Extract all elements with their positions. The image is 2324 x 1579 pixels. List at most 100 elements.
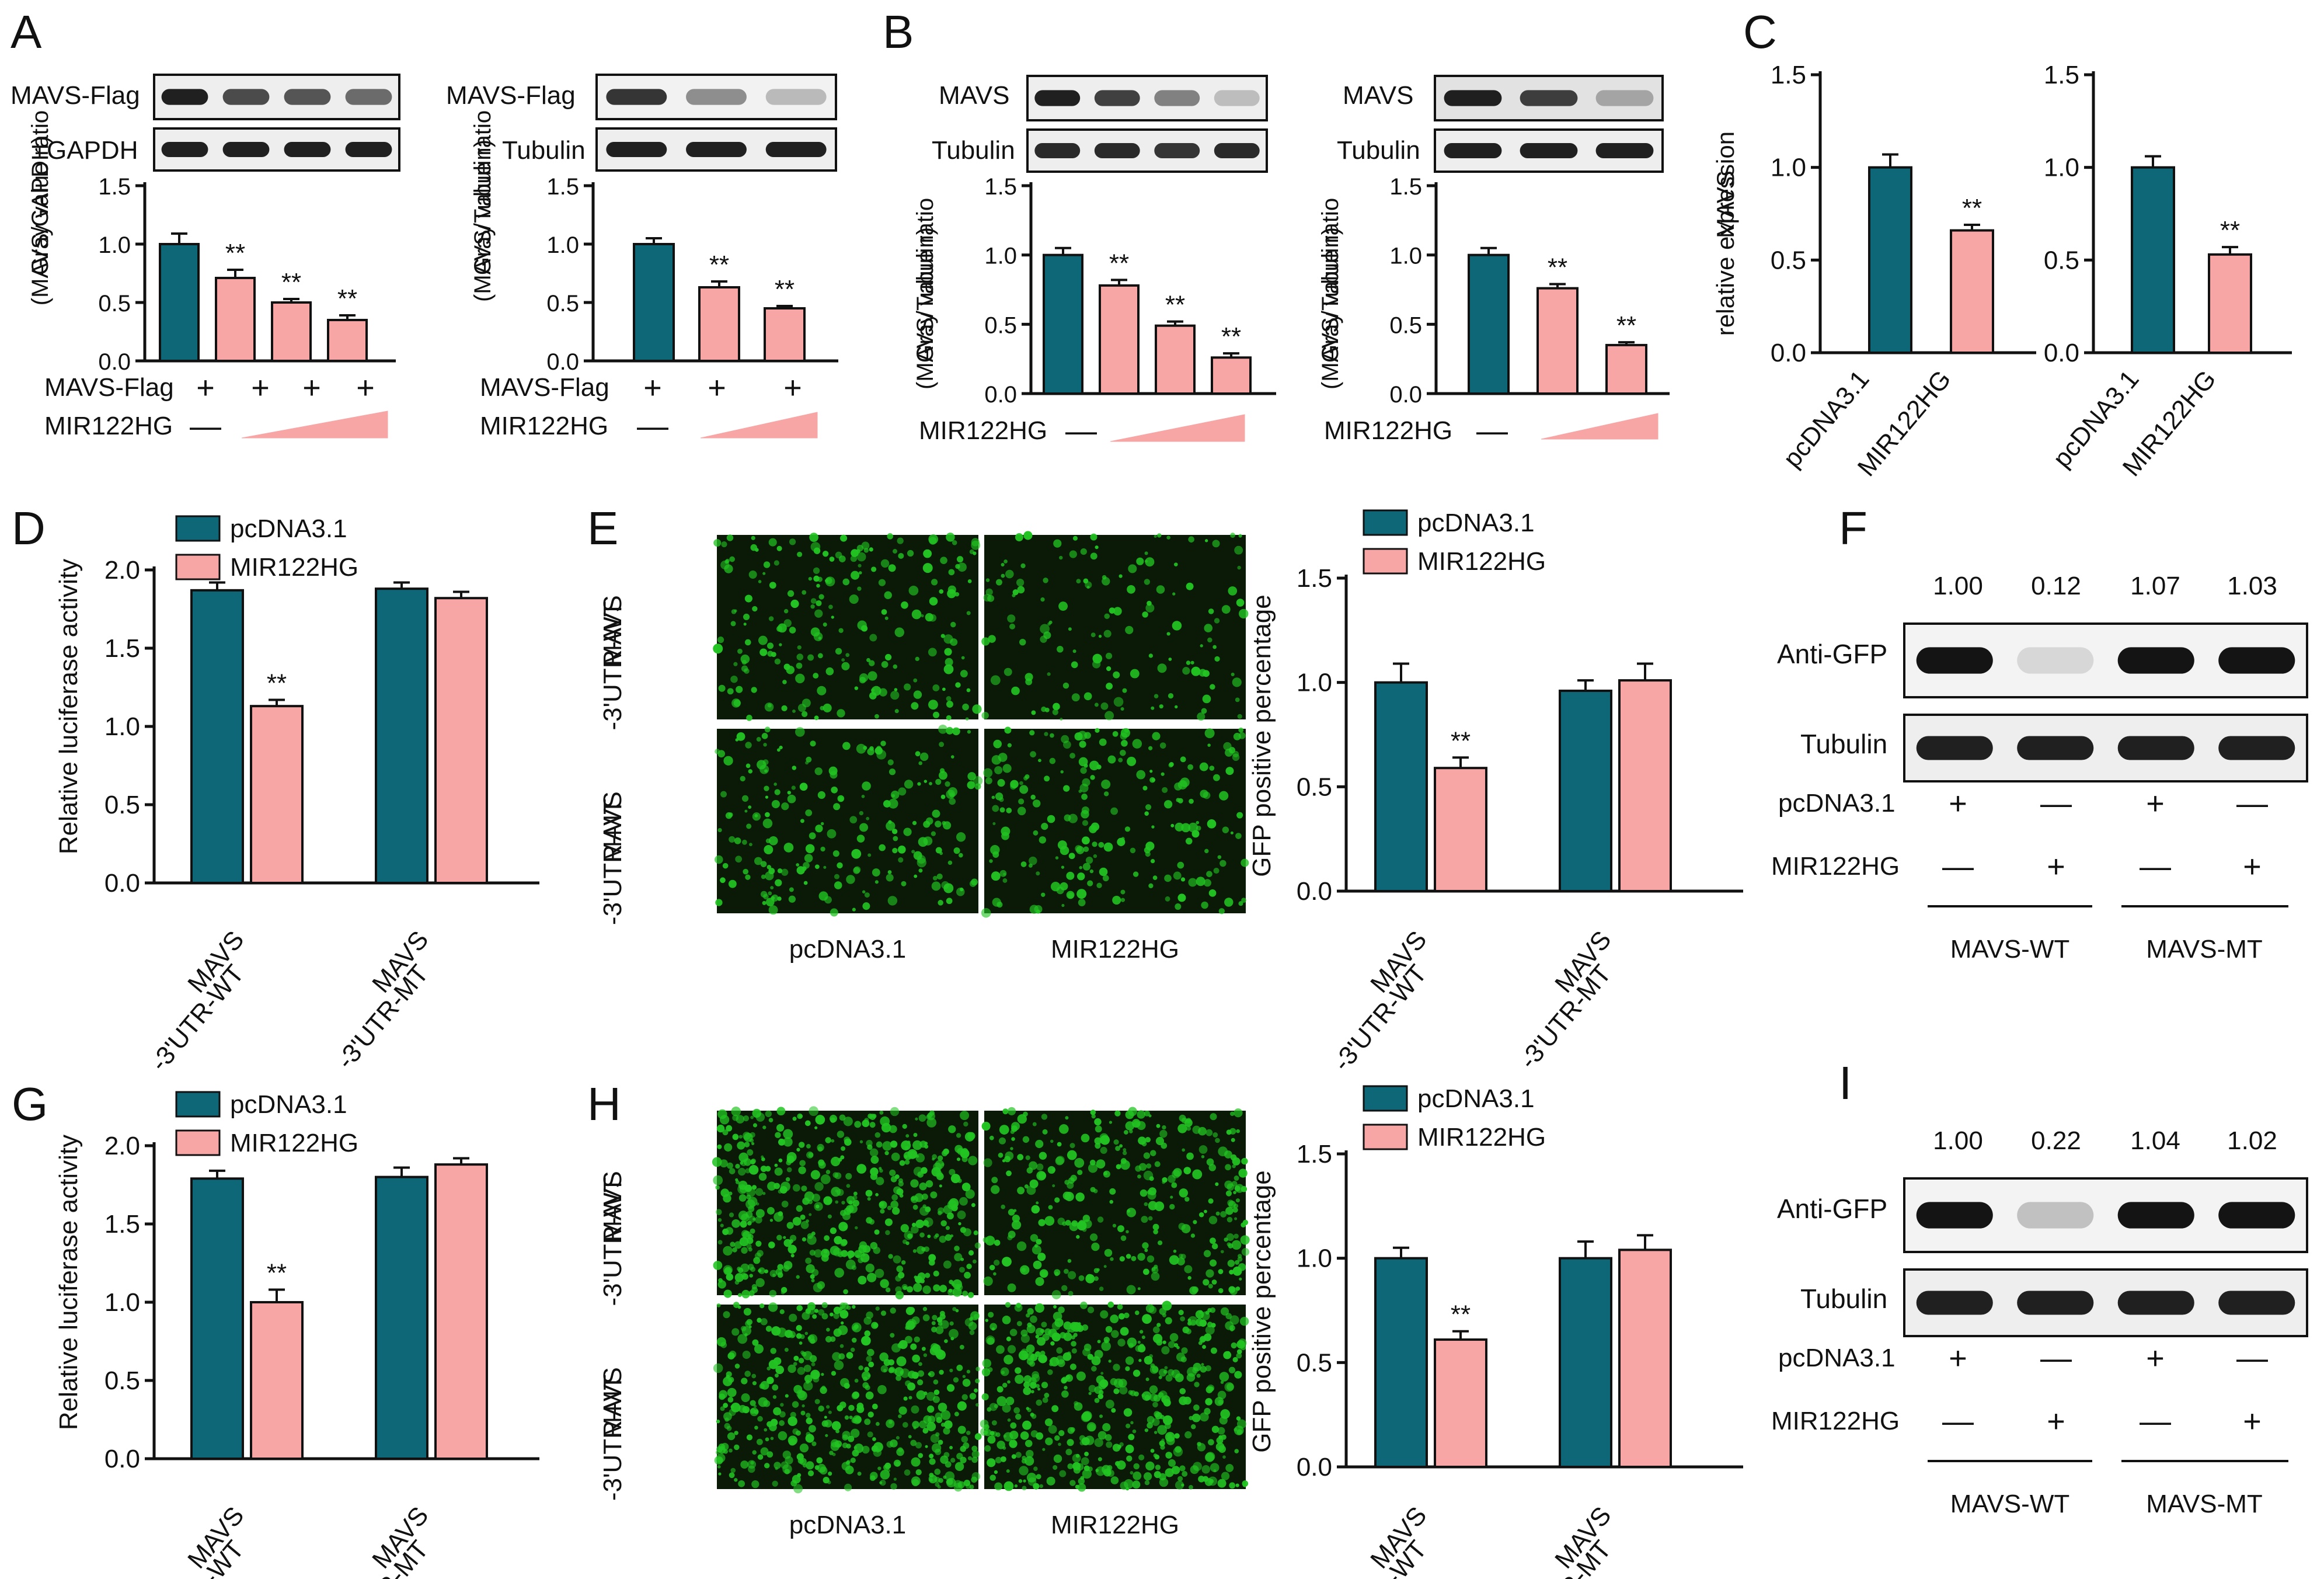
gfp-cell [936,1317,943,1323]
y-tick-label: 1.5 [104,634,140,663]
gfp-cell [902,1422,908,1428]
gfp-cell [1026,1449,1034,1458]
gfp-cell [946,533,955,542]
gfp-cell [751,1142,755,1146]
gfp-cell [818,594,824,600]
legend-swatch [175,515,221,542]
gfp-cell [1020,861,1027,867]
gfp-cell [787,791,791,795]
gfp-cell [713,1363,723,1373]
gfp-cell [1153,1334,1163,1344]
gfp-cell [765,871,774,881]
gfp-cell [737,1305,741,1309]
gfp-cell [1112,731,1119,737]
gfp-cell [859,823,868,832]
gfp-cell [1107,1301,1114,1308]
row-MIR122HG-mark: + [2243,1404,2262,1439]
gfp-cell [752,1123,758,1128]
gfp-cell [1238,901,1243,906]
gfp-cell [1023,531,1033,540]
gfp-cell [1099,1286,1104,1291]
gfp-cell [814,864,820,870]
blot-band [161,142,208,157]
gfp-cell [1072,649,1076,653]
gfp-cell [880,1479,886,1486]
gfp-cell [1025,1439,1033,1448]
gfp-cell [723,1311,730,1319]
gfp-cell [1225,1190,1232,1197]
gfp-cell [994,1470,998,1474]
gfp-cell [934,1477,940,1483]
gfp-cell [1014,1484,1018,1488]
band-label: Tubulin [932,136,1015,165]
gfp-cell [1076,579,1081,584]
gfp-cell [872,1437,876,1441]
row-MIR122HG-label: MIR122HG [1771,1407,1900,1435]
gfp-cell [1165,1317,1172,1324]
gfp-cell [821,1254,829,1262]
blot-band [2017,647,2094,674]
gfp-cell [1052,709,1058,715]
gfp-cell [1145,1461,1155,1471]
gfp-cell [751,687,757,693]
gfp-cell [984,1445,991,1452]
micro-tile-mt-pcdna [714,724,983,917]
gfp-cell [1040,624,1050,634]
gfp-cell [861,1335,871,1346]
gfp-cell [746,1434,753,1441]
gfp-cell [1047,622,1051,626]
gfp-cell [1130,847,1136,854]
gfp-cell [926,1114,931,1120]
gfp-cell [1132,1480,1141,1489]
gfp-cell [825,667,834,676]
gfp-cell [1025,673,1033,681]
gfp-cell [744,809,748,813]
gfp-cell [778,1211,783,1216]
gfp-cell [989,1323,997,1331]
gfp-cell [751,1284,757,1290]
gfp-cell [1027,1408,1032,1413]
gfp-cell [1170,1195,1173,1199]
legend-label: MIR122HG [1417,1123,1546,1152]
gfp-cell [756,1438,763,1445]
gfp-cell [1051,1290,1061,1299]
gfp-cell [754,1404,757,1408]
gfp-cell [1023,1375,1032,1383]
gfp-cell [1144,579,1151,585]
gfp-cell [1182,667,1190,675]
gfp-cell [1241,1222,1246,1228]
gfp-cell [766,642,774,649]
gfp-cell [916,1154,919,1158]
gfp-cell [1050,1341,1055,1346]
gfp-cell [905,1134,910,1138]
gfp-cell [1029,1179,1039,1188]
gfp-cell [866,658,870,662]
gfp-cell [802,1312,810,1320]
gfp-cell [992,898,1001,907]
y-tick-label: 1.0 [104,1288,140,1317]
gfp-cell [868,1361,874,1368]
gfp-cell [1211,1425,1220,1434]
row-MIR122HG-mark: + [2243,849,2262,884]
gfp-cell [1118,757,1123,763]
gfp-cell [871,566,877,572]
gfp-cell [1154,1411,1161,1418]
bar-0-1 [375,1175,428,1460]
gfp-cell [1102,1423,1111,1432]
gfp-cell [725,812,733,819]
gfp-cell [820,822,824,826]
gfp-cell [1021,1268,1026,1272]
gfp-cell [880,1310,887,1316]
gfp-cell [1190,1424,1196,1430]
gfp-cell [781,705,788,712]
gfp-cell [1222,826,1229,833]
gfp-cell [1145,841,1155,851]
significance-label: ** [1221,322,1241,351]
gfp-cell [748,805,752,809]
gfp-cell [796,653,804,660]
gfp-cell [1113,671,1120,679]
gfp-cell [1236,599,1245,607]
gfp-cell [716,1420,720,1424]
gfp-cell [1238,1168,1248,1178]
